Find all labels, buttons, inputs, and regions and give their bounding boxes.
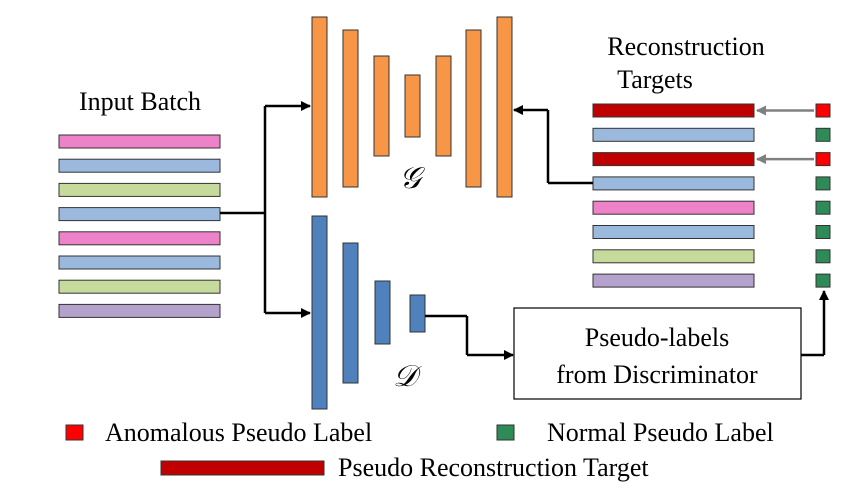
reconstruction-target-bar	[592, 127, 755, 142]
legend-target-swatch	[160, 460, 325, 476]
anomalous-pseudo-label	[815, 152, 831, 167]
legend-anomalous-swatch	[65, 424, 84, 441]
legend-normal-swatch	[496, 424, 515, 441]
box-to-labels-arrow	[801, 290, 829, 357]
generator-network	[311, 16, 513, 198]
reconstruction-target-bar	[592, 152, 755, 167]
legend-anomalous-label: Anomalous Pseudo Label	[105, 418, 372, 447]
input-batch-label: Input Batch	[79, 87, 201, 116]
input-batch-bar	[58, 134, 221, 149]
pseudo-label-box	[513, 307, 802, 400]
discriminator-network	[311, 215, 426, 410]
pseudo-box-line1: Pseudo-labels	[585, 323, 729, 352]
input-batch-bar	[58, 158, 221, 173]
targets-to-generator-arrow	[513, 105, 593, 185]
generator-symbol: 𝒢	[399, 161, 425, 196]
legend-target-label: Pseudo Reconstruction Target	[338, 453, 649, 482]
input-batch-bar	[58, 255, 221, 270]
input-batch-bar	[58, 279, 221, 294]
normal-pseudo-label	[815, 176, 831, 191]
reconstruction-target-bar	[592, 200, 755, 215]
input-batch-bar	[58, 182, 221, 197]
legend-normal-label: Normal Pseudo Label	[547, 418, 774, 447]
input-batch-bar	[58, 303, 221, 318]
reconstruction-target-bar	[592, 176, 755, 191]
anomalous-pseudo-label	[815, 103, 831, 118]
reconstruction-target-bar	[592, 225, 755, 239]
pseudo-box-line2: from Discriminator	[556, 360, 758, 389]
discriminator-to-box-arrow	[425, 314, 514, 360]
discriminator-symbol: 𝒟	[393, 359, 422, 394]
normal-pseudo-label	[815, 127, 831, 142]
reconstruction-target-bar	[592, 249, 755, 264]
input-batch-bar	[58, 231, 221, 246]
input-connector	[220, 101, 311, 318]
normal-pseudo-label	[815, 200, 831, 215]
input-batch-stack	[58, 134, 221, 318]
normal-pseudo-label	[815, 273, 831, 288]
input-batch-bar	[58, 207, 221, 222]
pseudo-label-column	[756, 103, 831, 288]
normal-pseudo-label	[815, 225, 831, 239]
normal-pseudo-label	[815, 249, 831, 264]
reconstruction-target-bar	[592, 273, 755, 288]
reconstruction-target-stack	[592, 103, 755, 288]
recon-targets-line1: Reconstruction	[607, 32, 764, 61]
recon-targets-line2: Targets	[617, 65, 693, 94]
reconstruction-target-bar	[592, 103, 755, 118]
